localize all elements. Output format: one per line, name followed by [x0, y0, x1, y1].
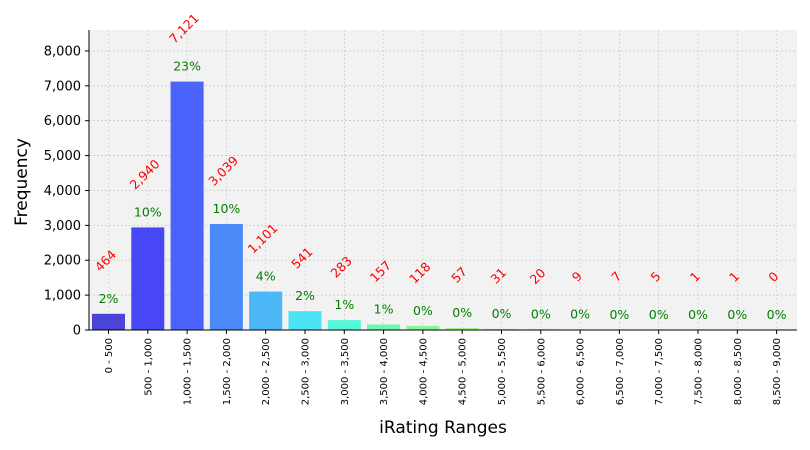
percent-label: 10% [213, 201, 241, 216]
x-tick-label: 3,000 - 3,500 [340, 338, 351, 405]
x-tick-label: 4,000 - 4,500 [418, 338, 429, 405]
percent-label: 0% [649, 307, 669, 322]
x-tick-label: 2,000 - 2,500 [261, 338, 272, 405]
x-tick-label: 2,500 - 3,000 [301, 338, 312, 405]
percent-label: 2% [295, 288, 315, 303]
plot-background [89, 30, 797, 330]
x-tick-label: 8,500 - 9,000 [772, 338, 783, 405]
percent-label: 1% [334, 297, 354, 312]
x-tick-label: 6,000 - 6,500 [576, 338, 587, 405]
x-tick-label: 500 - 1,000 [143, 338, 154, 396]
x-tick-label: 8,000 - 8,500 [733, 338, 744, 405]
percent-label: 10% [134, 204, 162, 219]
x-ticks: 0 - 500 500 - 1,000 1,000 - 1,500 1,500 - 2… [104, 330, 783, 405]
bar [92, 313, 125, 330]
percent-label: 0% [452, 305, 472, 320]
y-tick-label: 2,000 [44, 254, 81, 269]
bars [92, 81, 754, 331]
x-tick-label: 7,500 - 8,000 [694, 338, 705, 405]
bar [445, 328, 479, 330]
x-tick-label: 6,500 - 7,000 [615, 338, 626, 405]
bar [209, 223, 243, 330]
x-tick-label: 5,000 - 5,500 [497, 338, 508, 405]
percent-label: 2% [99, 291, 119, 306]
percent-label: 0% [767, 307, 787, 322]
bar [170, 81, 204, 331]
y-tick-label: 1,000 [44, 289, 81, 304]
x-tick-label: 1,500 - 2,000 [222, 338, 233, 405]
y-tick-label: 4,000 [44, 184, 81, 199]
percent-label: 0% [531, 306, 551, 321]
y-tick-label: 0 [73, 324, 81, 339]
x-tick-label: 1,000 - 1,500 [183, 338, 194, 405]
percent-label: 0% [609, 307, 629, 322]
x-axis-title: iRating Ranges [379, 418, 507, 438]
x-tick-label: 5,500 - 6,000 [536, 338, 547, 405]
bar [288, 311, 322, 330]
percent-label: 0% [413, 303, 433, 318]
bar [249, 291, 283, 330]
x-tick-label: 4,500 - 5,000 [458, 338, 469, 405]
bar [367, 324, 401, 330]
y-tick-label: 7,000 [44, 79, 81, 94]
y-tick-label: 3,000 [44, 219, 81, 234]
percent-label: 1% [374, 302, 394, 317]
bar [485, 328, 518, 330]
x-tick-label: 7,000 - 7,500 [654, 338, 665, 405]
axes [88, 30, 797, 331]
y-axis-title: Frequency [12, 138, 32, 226]
x-tick-label: 0 - 500 [104, 338, 115, 373]
bar [131, 227, 165, 330]
x-tick-label: 3,500 - 4,000 [379, 338, 390, 405]
y-tick-label: 8,000 [44, 44, 81, 59]
percent-label: 4% [256, 269, 276, 284]
y-tick-label: 5,000 [44, 149, 81, 164]
y-ticks: 0 1,000 2,000 3,000 4,000 5,000 6,000 7,000 8,00… [44, 44, 89, 339]
percent-label: 0% [688, 307, 708, 322]
bar [327, 320, 361, 330]
percent-label: 23% [173, 59, 201, 74]
percent-label: 0% [727, 307, 747, 322]
percent-label: 0% [570, 307, 590, 322]
percent-label: 0% [492, 306, 512, 321]
y-tick-label: 6,000 [44, 114, 81, 129]
bar [406, 325, 440, 330]
